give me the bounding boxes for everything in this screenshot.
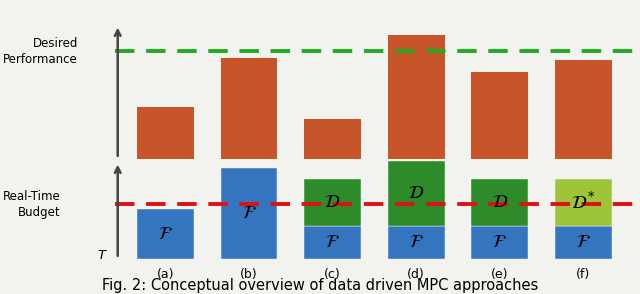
Bar <box>555 226 612 259</box>
Text: (c): (c) <box>324 268 341 281</box>
Text: $\mathcal{D}$: $\mathcal{D}$ <box>492 193 508 211</box>
Bar <box>304 179 361 226</box>
Bar <box>221 58 277 159</box>
Bar <box>137 107 194 159</box>
Text: $\mathcal{D}$: $\mathcal{D}$ <box>324 193 340 211</box>
Bar <box>388 161 445 226</box>
Text: Fig. 2: Conceptual overview of data driven MPC approaches: Fig. 2: Conceptual overview of data driv… <box>102 278 538 293</box>
Bar <box>555 60 612 159</box>
Bar <box>221 168 277 259</box>
Text: (f): (f) <box>576 268 591 281</box>
Bar <box>388 35 445 159</box>
Text: (e): (e) <box>491 268 509 281</box>
Bar <box>472 179 528 226</box>
Bar <box>137 209 194 259</box>
Text: $T$: $T$ <box>97 249 108 262</box>
Text: $\mathcal{D}$: $\mathcal{D}$ <box>408 184 424 202</box>
Bar <box>555 179 612 226</box>
Text: (a): (a) <box>157 268 174 281</box>
Text: Desired
Performance: Desired Performance <box>3 37 78 66</box>
Bar <box>472 226 528 259</box>
Text: Real-Time
Budget: Real-Time Budget <box>3 190 61 219</box>
Text: (b): (b) <box>240 268 258 281</box>
Text: $\mathcal{F}$: $\mathcal{F}$ <box>325 233 340 251</box>
Text: (d): (d) <box>407 268 425 281</box>
Bar <box>388 226 445 259</box>
Bar <box>304 226 361 259</box>
Text: $\mathcal{F}$: $\mathcal{F}$ <box>409 233 424 251</box>
Text: $\mathcal{F}$: $\mathcal{F}$ <box>492 233 508 251</box>
Text: $\mathcal{F}$: $\mathcal{F}$ <box>158 225 173 243</box>
Bar <box>472 72 528 159</box>
Bar <box>304 119 361 159</box>
Text: $\mathcal{F}$: $\mathcal{F}$ <box>241 204 257 222</box>
Text: $\mathcal{D}^*$: $\mathcal{D}^*$ <box>571 192 596 213</box>
Text: $\mathcal{F}$: $\mathcal{F}$ <box>576 233 591 251</box>
